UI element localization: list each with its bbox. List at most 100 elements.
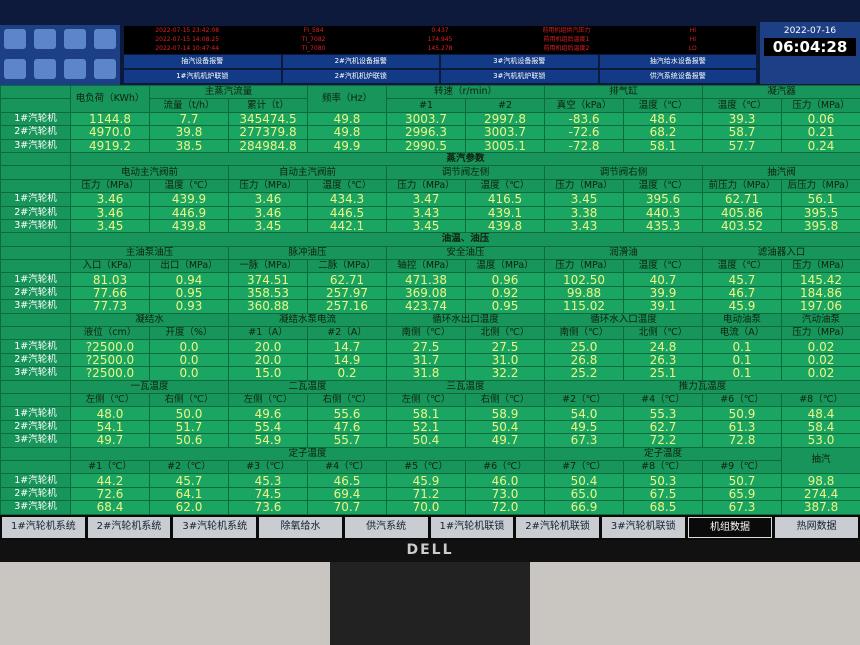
value: 0.1	[702, 339, 783, 354]
tab[interactable]: 除氧给水	[259, 517, 342, 538]
column-header: 温度（℃）	[623, 98, 704, 113]
value: 403.52	[702, 218, 783, 234]
value: 56.1	[781, 192, 860, 207]
alarm-button[interactable]: 2#汽机设备报警	[282, 55, 439, 68]
column-header: #9（℃）	[702, 459, 783, 475]
tab[interactable]: 2#汽轮机联锁	[516, 517, 599, 538]
alarm-button[interactable]: 3#汽机机炉联锁	[441, 70, 598, 83]
value: 50.6	[149, 433, 229, 448]
tab[interactable]: 3#汽轮机联锁	[601, 517, 685, 538]
column-header: 压力（MPa）	[781, 259, 860, 274]
value: 65.0	[544, 486, 625, 502]
value: 3005.1	[465, 138, 546, 153]
alarm-button[interactable]: 抽汽设备报警	[124, 55, 281, 68]
column-row: #1（℃） #2（℃） #3（℃） #4（℃） #5（℃） #6（℃） #7（℃） #8（℃）…	[0, 459, 860, 475]
icon[interactable]	[94, 29, 116, 49]
value: 55.4	[227, 419, 309, 435]
column-header: 压力（MPa）	[70, 178, 150, 194]
tab[interactable]: 3#汽轮机系统	[173, 517, 257, 538]
data-row: 3#汽轮机 49.7 50.6 54.9 55.7 50.4 49.7 67.3 72.2 72.…	[0, 433, 860, 448]
alarm-button[interactable]: 3#汽机设备报警	[441, 55, 598, 68]
value: 77.66	[70, 285, 150, 301]
tab[interactable]: 1#汽轮机系统	[2, 517, 85, 538]
value: 67.5	[623, 486, 704, 502]
icon[interactable]	[34, 59, 56, 79]
alarm-button[interactable]: 供汽系统设备报警	[599, 70, 756, 83]
column-header: #2（℃）	[544, 392, 625, 408]
value: 39.8	[149, 125, 229, 140]
value: 395.6	[623, 192, 704, 207]
row-label: 2#汽轮机	[0, 419, 71, 435]
column-header: 右侧（℃）	[307, 392, 388, 408]
value: 48.0	[70, 406, 150, 421]
column-header: #3（℃）	[227, 459, 309, 475]
icon[interactable]	[64, 59, 86, 79]
group-row: 主油泵油压 脉冲油压 安全油压 润滑油 滤油器入口	[0, 245, 860, 261]
data-table: 电负荷（KWh） 主蒸汽流量 频率（Hz） 转速（r/min） 排气缸 凝汽器 流量（t/h…	[0, 84, 860, 515]
blank	[0, 232, 71, 247]
group-row: 定子温度 定子温度 抽汽	[0, 446, 860, 475]
group-header: 安全油压	[386, 245, 546, 261]
icon[interactable]	[34, 29, 56, 49]
value: 3.45	[70, 218, 150, 234]
value: 72.6	[70, 486, 150, 502]
tab[interactable]: 2#汽轮机系统	[87, 517, 171, 538]
value: 3.45	[386, 218, 467, 234]
value: 50.4	[465, 419, 546, 435]
value: 58.7	[702, 125, 783, 140]
value: 15.0	[227, 366, 309, 381]
data-row: 1#汽轮机 1144.8 7.7 345474.5 49.8 3003.7 2997.8 -8…	[0, 111, 860, 127]
value: 446.5	[307, 205, 388, 220]
tab[interactable]: 热网数据	[775, 517, 859, 538]
column-header: #4（℃）	[623, 392, 704, 408]
column-header: 压力（MPa）	[544, 178, 625, 194]
tab[interactable]: 供汽系统	[344, 517, 428, 538]
data-row: 1#汽轮机 81.03 0.94 374.51 62.71 471.38 0.96 102.5…	[0, 272, 860, 287]
value: 2996.3	[386, 125, 467, 140]
alarm-button[interactable]: 抽汽给水设备报警	[599, 55, 756, 68]
tab[interactable]: 1#汽轮机联锁	[430, 517, 514, 538]
tab[interactable]: 机组数据	[687, 517, 773, 538]
time: 06:04:28	[764, 38, 856, 56]
icon[interactable]	[4, 59, 26, 79]
column-header: #8（℃）	[781, 392, 860, 408]
value: 7.7	[149, 111, 229, 127]
value: 62.0	[149, 500, 229, 515]
value: 68.4	[70, 500, 150, 515]
value: 70.0	[386, 500, 467, 515]
group-header: 频率（Hz）	[307, 85, 388, 113]
alarm-time: 2022-07-15 23:42:08	[155, 27, 220, 34]
value: 2997.8	[465, 111, 546, 127]
value: 27.5	[465, 339, 546, 354]
icon[interactable]	[64, 29, 86, 49]
icon[interactable]	[94, 59, 116, 79]
row-label: 3#汽轮机	[0, 138, 71, 153]
icon[interactable]	[4, 29, 26, 49]
value: 48.6	[623, 111, 704, 127]
group-row: 电动主汽阀前 自动主汽阀前 调节阀左侧 调节阀右侧 抽汽阀	[0, 165, 860, 180]
value: 39.3	[702, 111, 783, 127]
alarm-button[interactable]: 1#汽机机炉联锁	[124, 70, 281, 83]
value: 387.8	[781, 500, 860, 515]
icon-bar	[0, 25, 120, 85]
value: 49.8	[307, 111, 388, 127]
value: -72.8	[544, 138, 625, 153]
value: 55.6	[307, 406, 388, 421]
value: 49.9	[307, 138, 388, 153]
alarm-buttons: 抽汽设备报警 2#汽机设备报警 3#汽机设备报警 抽汽给水设备报警 1#汽机机炉联锁 2#…	[124, 55, 756, 83]
value: 277379.8	[227, 125, 309, 140]
alarm-button[interactable]: 2#汽机机炉联锁	[282, 70, 439, 83]
blank	[0, 84, 71, 100]
blank	[0, 312, 71, 328]
value: 0.21	[781, 125, 860, 140]
value: 3003.7	[465, 125, 546, 140]
column-header: 前压力（MPa）	[702, 178, 783, 194]
column-header: 南侧（℃）	[386, 326, 467, 341]
alarm-level: HI	[689, 36, 696, 43]
value: 40.7	[623, 272, 704, 287]
value: 0.0	[149, 366, 229, 381]
value: 115.02	[544, 299, 625, 314]
value: 26.3	[623, 352, 704, 368]
value: 358.53	[227, 285, 309, 301]
value: 284984.8	[227, 138, 309, 153]
